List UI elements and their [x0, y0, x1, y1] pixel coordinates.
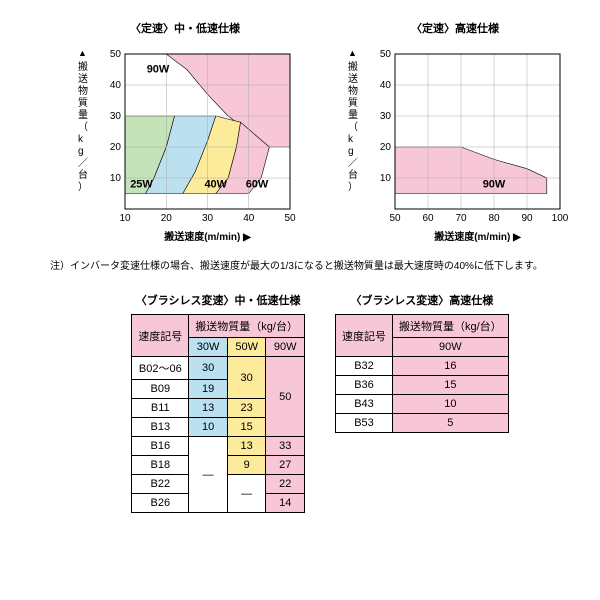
svg-text:（: （: [348, 121, 358, 133]
tables-row: 〈ブラシレス変速〉中・低速仕様 速度記号搬送物質量（kg/台）30W50W90W…: [20, 292, 600, 513]
svg-text:k: k: [348, 134, 354, 145]
svg-text:40: 40: [110, 80, 122, 91]
table1: 速度記号搬送物質量（kg/台）30W50W90WB02～06303050B091…: [131, 314, 305, 513]
note-text: 注）インバータ変速仕様の場合、搬送速度が最大の1/3になると搬送物質量は最大速度…: [50, 257, 590, 272]
svg-text:（: （: [78, 121, 88, 133]
svg-text:90W: 90W: [147, 64, 170, 76]
svg-text:物: 物: [348, 84, 358, 97]
svg-text:50: 50: [380, 49, 392, 60]
svg-text:送: 送: [78, 72, 88, 85]
svg-text:30: 30: [380, 111, 392, 122]
svg-text:25W: 25W: [130, 178, 153, 190]
svg-text:30: 30: [202, 213, 214, 224]
svg-text:40: 40: [243, 213, 255, 224]
chart2-svg: 10 20 30 40 50 50 60 70 80 90 100 90W ▲ 搬送物質量（kg／台） 搬送…: [340, 44, 570, 244]
svg-text:搬送速度(m/min) ▶: 搬送速度(m/min) ▶: [164, 230, 252, 243]
svg-text:30: 30: [110, 111, 122, 122]
svg-text:）: ）: [348, 181, 358, 193]
svg-text:物: 物: [78, 84, 88, 97]
svg-text:100: 100: [552, 213, 569, 224]
svg-text:20: 20: [110, 142, 122, 153]
svg-text:20: 20: [380, 142, 392, 153]
svg-text:40W: 40W: [204, 178, 227, 190]
chart2-title: 〈定速〉高速仕様: [340, 20, 570, 36]
svg-text:搬: 搬: [348, 60, 358, 73]
svg-text:搬送速度(m/min) ▶: 搬送速度(m/min) ▶: [434, 230, 522, 243]
svg-text:質: 質: [78, 96, 88, 109]
svg-text:10: 10: [380, 173, 392, 184]
svg-text:80: 80: [488, 213, 500, 224]
svg-text:g: g: [78, 146, 84, 157]
svg-text:▲: ▲: [78, 48, 87, 58]
svg-text:40: 40: [380, 80, 392, 91]
svg-text:g: g: [348, 146, 354, 157]
chart1-block: 〈定速〉中・低速仕様 10 20 30 40 50 10 20 30 40 50 90W 25W 40W…: [70, 20, 300, 247]
svg-text:）: ）: [78, 181, 88, 193]
svg-text:70: 70: [455, 213, 467, 224]
svg-text:k: k: [78, 134, 84, 145]
table2-block: 〈ブラシレス変速〉高速仕様 速度記号搬送物質量（kg/台）90WB3216B36…: [335, 292, 509, 513]
chart1-title: 〈定速〉中・低速仕様: [70, 20, 300, 36]
svg-text:50: 50: [110, 49, 122, 60]
chart2-block: 〈定速〉高速仕様 10 20 30 40 50 50 60 70 80 90 100 90W ▲ 搬送物質…: [340, 20, 570, 247]
table1-title: 〈ブラシレス変速〉中・低速仕様: [131, 292, 305, 308]
svg-text:50: 50: [389, 213, 401, 224]
svg-text:60W: 60W: [246, 178, 269, 190]
svg-text:10: 10: [110, 173, 122, 184]
charts-row: 〈定速〉中・低速仕様 10 20 30 40 50 10 20 30 40 50 90W 25W 40W…: [20, 20, 600, 247]
svg-text:50: 50: [284, 213, 296, 224]
table2-title: 〈ブラシレス変速〉高速仕様: [335, 292, 509, 308]
svg-text:／: ／: [78, 157, 88, 169]
svg-text:台: 台: [78, 168, 88, 181]
chart1-svg: 10 20 30 40 50 10 20 30 40 50 90W 25W 40W 60W ▲ 搬送物質量（k…: [70, 44, 300, 244]
svg-text:台: 台: [348, 168, 358, 181]
svg-text:量: 量: [348, 109, 358, 121]
svg-text:搬: 搬: [78, 60, 88, 73]
table2: 速度記号搬送物質量（kg/台）90WB3216B3615B4310B535: [335, 314, 509, 433]
svg-text:20: 20: [161, 213, 173, 224]
svg-text:質: 質: [348, 96, 358, 109]
svg-text:90: 90: [521, 213, 533, 224]
svg-text:60: 60: [422, 213, 434, 224]
svg-text:量: 量: [78, 109, 88, 121]
svg-text:／: ／: [348, 157, 358, 169]
svg-text:10: 10: [119, 213, 131, 224]
svg-text:90W: 90W: [483, 178, 506, 190]
svg-text:▲: ▲: [348, 48, 357, 58]
table1-block: 〈ブラシレス変速〉中・低速仕様 速度記号搬送物質量（kg/台）30W50W90W…: [131, 292, 305, 513]
svg-text:送: 送: [348, 72, 358, 85]
